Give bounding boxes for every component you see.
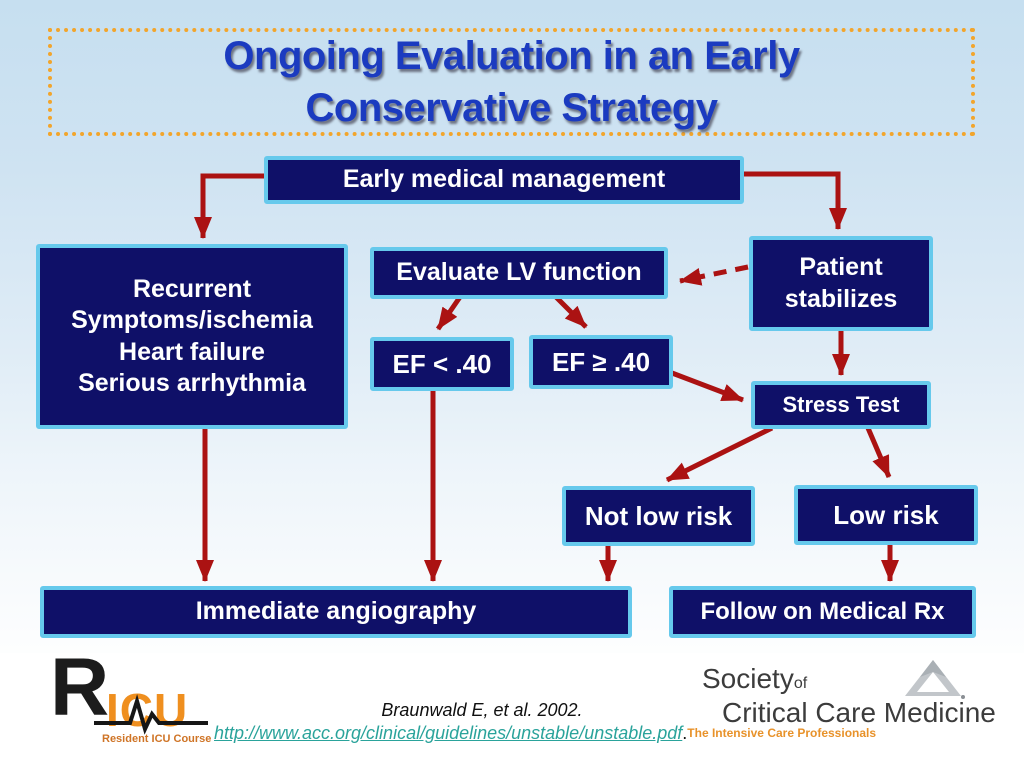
- node-stress-test: Stress Test: [751, 381, 931, 429]
- arrow-evaluate-to-ef-lt-40: [435, 295, 463, 331]
- sccm-society-of: Societyof: [702, 663, 807, 695]
- sccm-critical-care-medicine: Critical Care Medicine: [722, 697, 996, 728]
- citation-period: .: [682, 723, 688, 743]
- arrow-evaluate-to-ef-ge-40: [554, 295, 588, 329]
- citation-link-line: http://www.acc.org/clinical/guidelines/u…: [214, 723, 876, 744]
- arrow-dashed-patient-to-evaluate: [679, 264, 749, 286]
- sccm-of: of: [793, 675, 808, 692]
- arrow-early-to-patient: [740, 171, 847, 231]
- node-early-medical-management: Early medical management: [264, 156, 744, 204]
- node-recurrent-symptoms: Recurrent Symptoms/ischemia Heart failur…: [36, 244, 348, 429]
- node-follow-on-medical-rx: Follow on Medical Rx: [669, 586, 976, 638]
- page-title: Ongoing Evaluation in an Early Conservat…: [223, 34, 800, 130]
- node-ef-ge-40: EF ≥ .40: [529, 335, 673, 389]
- citation-link[interactable]: http://www.acc.org/clinical/guidelines/u…: [214, 723, 683, 743]
- sccm-society: Society: [702, 663, 794, 694]
- node-evaluate-lv-function: Evaluate LV function: [370, 247, 668, 299]
- node-ef-lt-40: EF < .40: [370, 337, 514, 391]
- arrow-stress-to-low-risk: [865, 427, 892, 478]
- citation-text: Braunwald E, et al. 2002.: [381, 700, 583, 720]
- title-dotted-frame: Ongoing Evaluation in an Early Conservat…: [48, 28, 975, 136]
- node-patient-stabilizes: Patient stabilizes: [749, 236, 933, 331]
- arrow-early-to-recurrent: [193, 173, 266, 240]
- sccm-tagline: The Intensive Care Professionals: [687, 726, 877, 740]
- node-immediate-angiography: Immediate angiography: [40, 586, 632, 638]
- ricu-logo-caption: Resident ICU Course: [102, 733, 212, 745]
- sccm-logo: Societyof Critical Care Medicine: [700, 660, 996, 741]
- arrow-ef-ge-40-to-stress-test: [671, 370, 744, 403]
- ecg-line-icon: [94, 694, 208, 735]
- node-not-low-risk: Not low risk: [562, 486, 755, 546]
- footer: R ICU Resident ICU Course Braunwald E, e…: [0, 647, 1024, 768]
- node-low-risk: Low risk: [794, 485, 978, 545]
- ricu-logo-r: R: [50, 642, 110, 733]
- arrow-stress-to-not-low-risk: [665, 425, 774, 483]
- sccm-triangle-icon: [905, 660, 965, 699]
- ricu-logo: R ICU Resident ICU Course: [42, 647, 232, 756]
